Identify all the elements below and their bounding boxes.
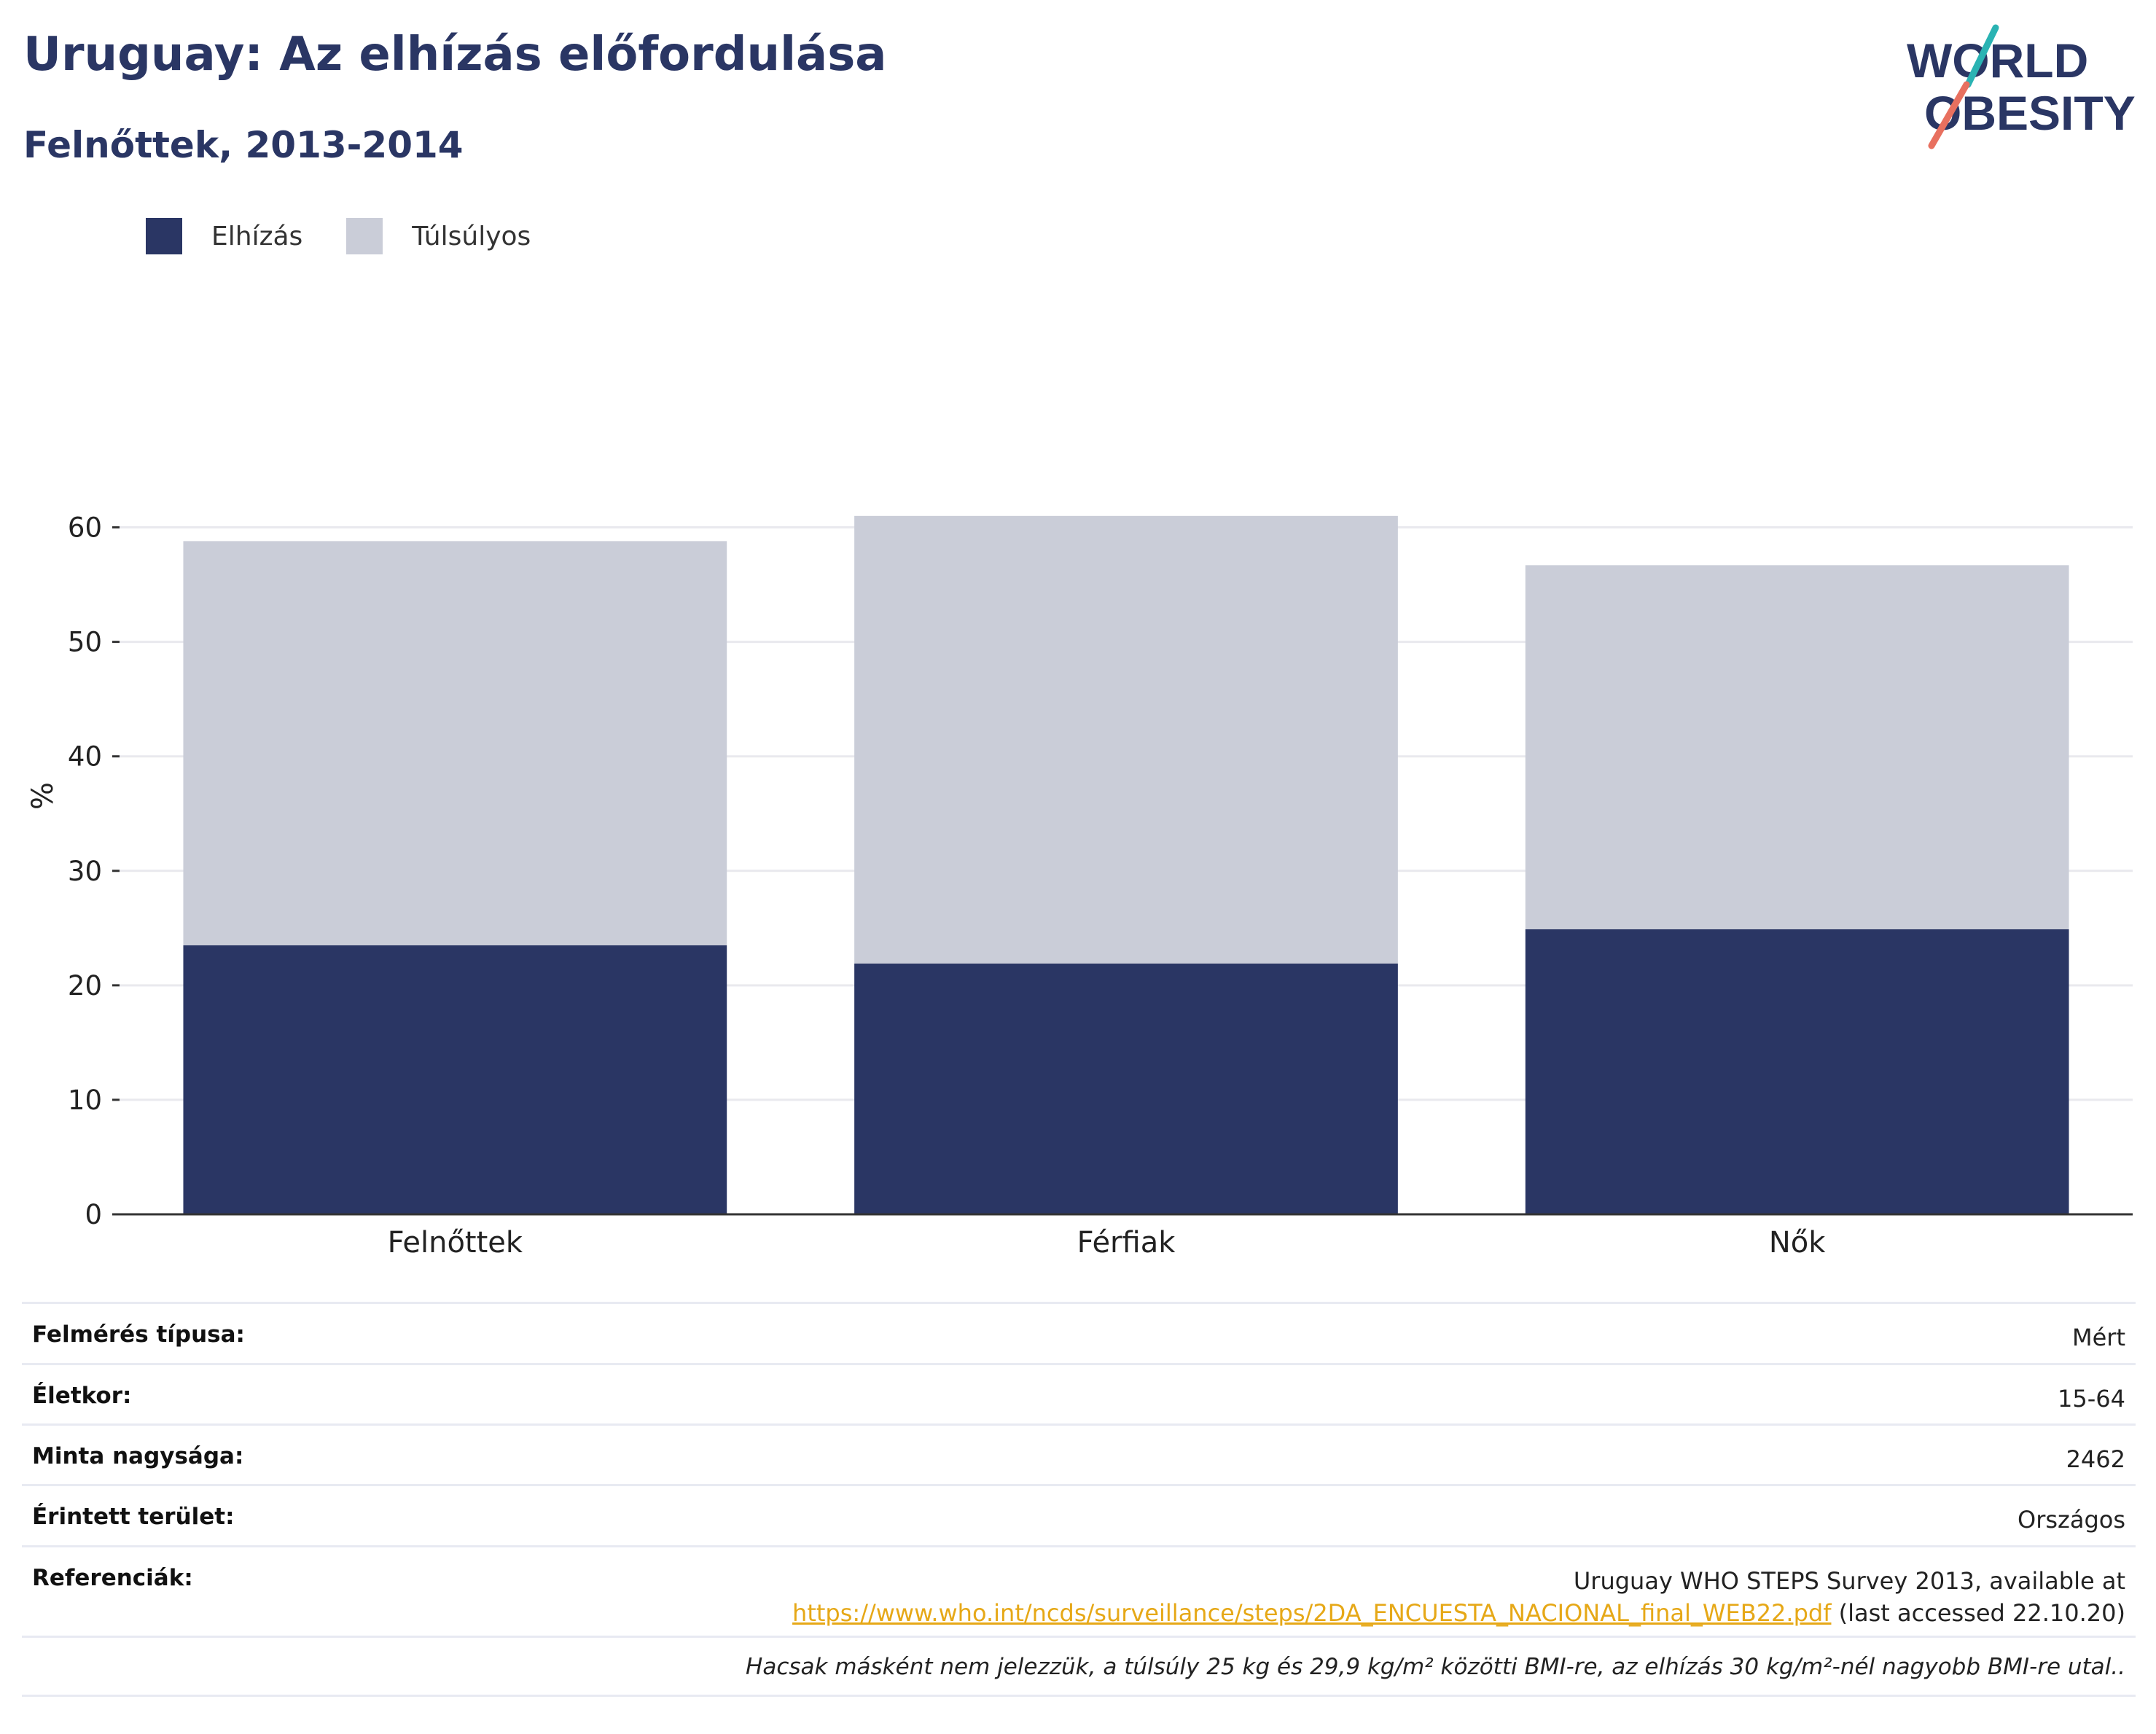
age-value: 15-64 [2058,1385,2125,1413]
y-tick-label: 30 [68,856,102,887]
y-tick-label: 60 [68,512,102,544]
logo-slash-teal [1964,24,1999,88]
age-key: Életkor: [32,1383,132,1409]
legend-label-tulsulyos: Túlsúlyos [412,221,531,251]
references-link[interactable]: https://www.who.int/ncds/surveillance/st… [792,1599,1832,1627]
y-tick-label: 10 [68,1085,102,1116]
legend-swatch-tulsulyos [346,218,383,254]
survey-info-table: Felmérés típusa: Mért Életkor: 15-64 Min… [22,1302,2136,1697]
axes: 0 10 20 30 40 50 60 Felnőttek Férfiak Nők [68,512,2133,1254]
info-row-note: Hacsak másként nem jelezzük, a túlsúly 2… [22,1636,2136,1697]
chart-legend: Elhízás Túlsúlyos [146,217,574,255]
area-key: Érintett terület: [32,1504,235,1530]
bar-túlsúlyos-2 [1525,565,2069,929]
survey-type-key: Felmérés típusa: [32,1321,245,1348]
info-row-age: Életkor: 15-64 [22,1363,2136,1423]
references-suffix: (last accessed 22.10.20) [1831,1599,2125,1627]
sample-key: Minta nagysága: [32,1443,244,1469]
info-row-sample: Minta nagysága: 2462 [22,1423,2136,1484]
bar-chart: 0 10 20 30 40 50 60 Felnőttek Férfiak Nők % [26,512,2133,1254]
world-obesity-logo: WORLD OBESITY [1907,24,2136,149]
info-row-references: Referenciák: Uruguay WHO STEPS Survey 20… [22,1545,2136,1636]
legend-label-elhizas: Elhízás [211,221,303,251]
legend-item-tulsulyos: Túlsúlyos [346,218,531,254]
y-axis-label: % [26,782,60,810]
logo-word-2: OBESITY [1924,86,2136,140]
bar-túlsúlyos-0 [183,541,727,945]
references-value: Uruguay WHO STEPS Survey 2013, available… [792,1565,2125,1629]
y-tick-label: 0 [85,1199,102,1230]
info-row-survey-type: Felmérés típusa: Mért [22,1302,2136,1363]
bars [183,515,2069,1214]
info-row-area: Érintett terület: Országos [22,1484,2136,1545]
chart-title: Uruguay: Az elhízás előfordulása [23,28,887,82]
logo-word-1: WORLD [1907,34,2088,87]
bar-elhízás-0 [183,945,727,1214]
area-value: Országos [2018,1506,2125,1534]
x-tick-label: Felnőttek [388,1226,523,1254]
legend-item-elhizas: Elhízás [146,218,302,254]
chart-subtitle: Felnőttek, 2013-2014 [23,124,464,166]
bar-elhízás-2 [1525,929,2069,1214]
y-tick-label: 20 [68,970,102,1001]
x-tick-label: Férfiak [1077,1226,1176,1254]
bar-elhízás-1 [854,964,1398,1214]
bar-túlsúlyos-1 [854,515,1398,964]
references-key: Referenciák: [32,1565,193,1591]
logo-slash-coral [1928,81,1970,149]
legend-swatch-elhizas [146,218,182,254]
references-text: Uruguay WHO STEPS Survey 2013, available… [1573,1567,2125,1595]
footnote: Hacsak másként nem jelezzük, a túlsúly 2… [746,1654,2125,1680]
x-tick-label: Nők [1769,1226,1826,1254]
sample-value: 2462 [2066,1445,2125,1473]
y-tick-label: 40 [68,741,102,773]
y-tick-label: 50 [68,627,102,658]
survey-type-value: Mért [2072,1324,2125,1351]
